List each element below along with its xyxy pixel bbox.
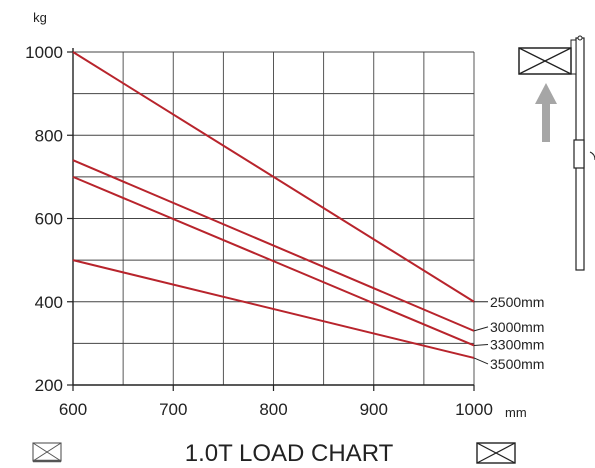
x-tick-label: 900 <box>360 400 388 419</box>
series-lines <box>72 51 475 359</box>
load-box-icon <box>476 442 516 464</box>
series-label-leader <box>473 357 489 365</box>
y-tick-label: 800 <box>35 126 63 145</box>
mast-with-load-icon <box>518 35 595 271</box>
series-label-leader <box>473 326 489 332</box>
y-tick-label: 1000 <box>25 43 63 62</box>
y-tick-label: 600 <box>35 210 63 229</box>
series-line <box>72 259 475 359</box>
x-tick-label: 1000 <box>455 400 493 419</box>
x-tick-labels: 600 700 800 900 1000 <box>59 385 493 419</box>
series-label: 3000mm <box>490 319 544 335</box>
y-tick-label: 200 <box>35 376 63 395</box>
series-line <box>72 175 475 347</box>
y-tick-labels: 200 400 600 800 1000 <box>25 43 73 395</box>
y-axis-unit: kg <box>33 10 47 25</box>
chart-title: 1.0T LOAD CHART <box>185 440 394 467</box>
series-label: 3300mm <box>490 336 544 352</box>
x-tick-label: 800 <box>259 400 287 419</box>
load-box-small-icon <box>32 442 62 463</box>
chart-grid <box>72 51 475 386</box>
series-line <box>72 51 475 303</box>
series-label: 3500mm <box>490 356 544 372</box>
series-line <box>72 159 475 332</box>
x-tick-label: 700 <box>159 400 187 419</box>
series-label-leader <box>473 343 489 346</box>
x-axis-unit: mm <box>505 405 527 420</box>
y-tick-label: 400 <box>35 293 63 312</box>
x-tick-label: 600 <box>59 400 87 419</box>
series-label: 2500mm <box>490 294 544 310</box>
